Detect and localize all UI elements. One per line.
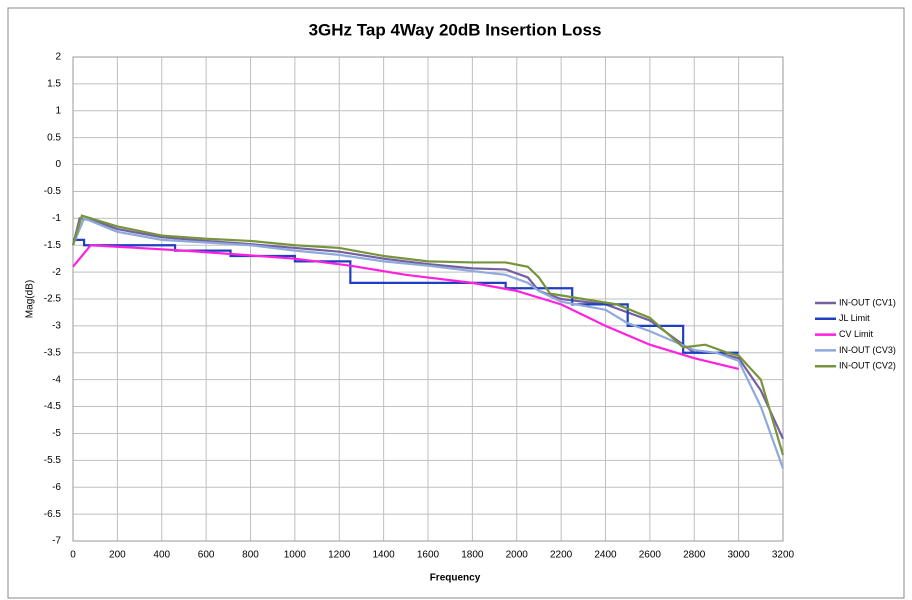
y-tick-label: -7 bbox=[52, 536, 61, 547]
y-tick-label: -0.5 bbox=[44, 186, 62, 197]
x-tick-label: 2800 bbox=[683, 550, 706, 561]
y-tick-label: 2 bbox=[55, 52, 61, 63]
y-tick-label: -2 bbox=[52, 267, 61, 278]
legend-label: IN-OUT (CV2) bbox=[839, 361, 896, 371]
x-tick-label: 2200 bbox=[550, 550, 573, 561]
x-tick-label: 1600 bbox=[417, 550, 440, 561]
y-tick-label: -4.5 bbox=[44, 401, 62, 412]
y-tick-label: 0.5 bbox=[47, 132, 61, 143]
x-tick-label: 1800 bbox=[461, 550, 484, 561]
y-axis-label: Mag(dB) bbox=[25, 280, 36, 318]
y-tick-label: -3.5 bbox=[44, 347, 62, 358]
y-tick-label: -6.5 bbox=[44, 509, 62, 520]
y-tick-label: -2.5 bbox=[44, 294, 62, 305]
x-tick-label: 400 bbox=[153, 550, 170, 561]
y-tick-label: -1 bbox=[52, 213, 61, 224]
x-tick-label: 0 bbox=[70, 550, 76, 561]
series-line bbox=[71, 216, 785, 469]
x-tick-label: 3000 bbox=[728, 550, 751, 561]
x-axis-label: Frequency bbox=[430, 573, 481, 584]
series-line bbox=[72, 244, 739, 370]
x-tick-label: 2600 bbox=[639, 550, 662, 561]
series-line bbox=[71, 214, 785, 456]
y-tick-label: -5 bbox=[52, 428, 61, 439]
x-tick-label: 3200 bbox=[772, 550, 795, 561]
legend-label: JL Limit bbox=[839, 313, 870, 323]
chart-title: 3GHz Tap 4Way 20dB Insertion Loss bbox=[309, 20, 602, 39]
x-tick-label: 1200 bbox=[328, 550, 351, 561]
legend-label: IN-OUT (CV1) bbox=[839, 297, 896, 307]
y-tick-label: -3 bbox=[52, 321, 61, 332]
legend-label: IN-OUT (CV3) bbox=[839, 345, 896, 355]
x-tick-label: 200 bbox=[109, 550, 126, 561]
y-tick-label: 0 bbox=[55, 159, 61, 170]
y-tick-label: 1.5 bbox=[47, 79, 61, 90]
x-tick-label: 2400 bbox=[594, 550, 617, 561]
plot-border bbox=[72, 56, 784, 542]
y-tick-label: -5.5 bbox=[44, 455, 62, 466]
x-tick-label: 600 bbox=[198, 550, 215, 561]
x-tick-label: 800 bbox=[242, 550, 259, 561]
y-tick-label: -4 bbox=[52, 374, 61, 385]
y-tick-label: -1.5 bbox=[44, 240, 62, 251]
y-tick-label: 1 bbox=[55, 105, 61, 116]
chart-frame bbox=[7, 7, 905, 599]
y-tick-label: -6 bbox=[52, 482, 61, 493]
legend-label: CV Limit bbox=[839, 329, 874, 339]
x-tick-label: 2000 bbox=[506, 550, 529, 561]
x-tick-label: 1000 bbox=[284, 550, 307, 561]
x-tick-label: 1400 bbox=[373, 550, 396, 561]
